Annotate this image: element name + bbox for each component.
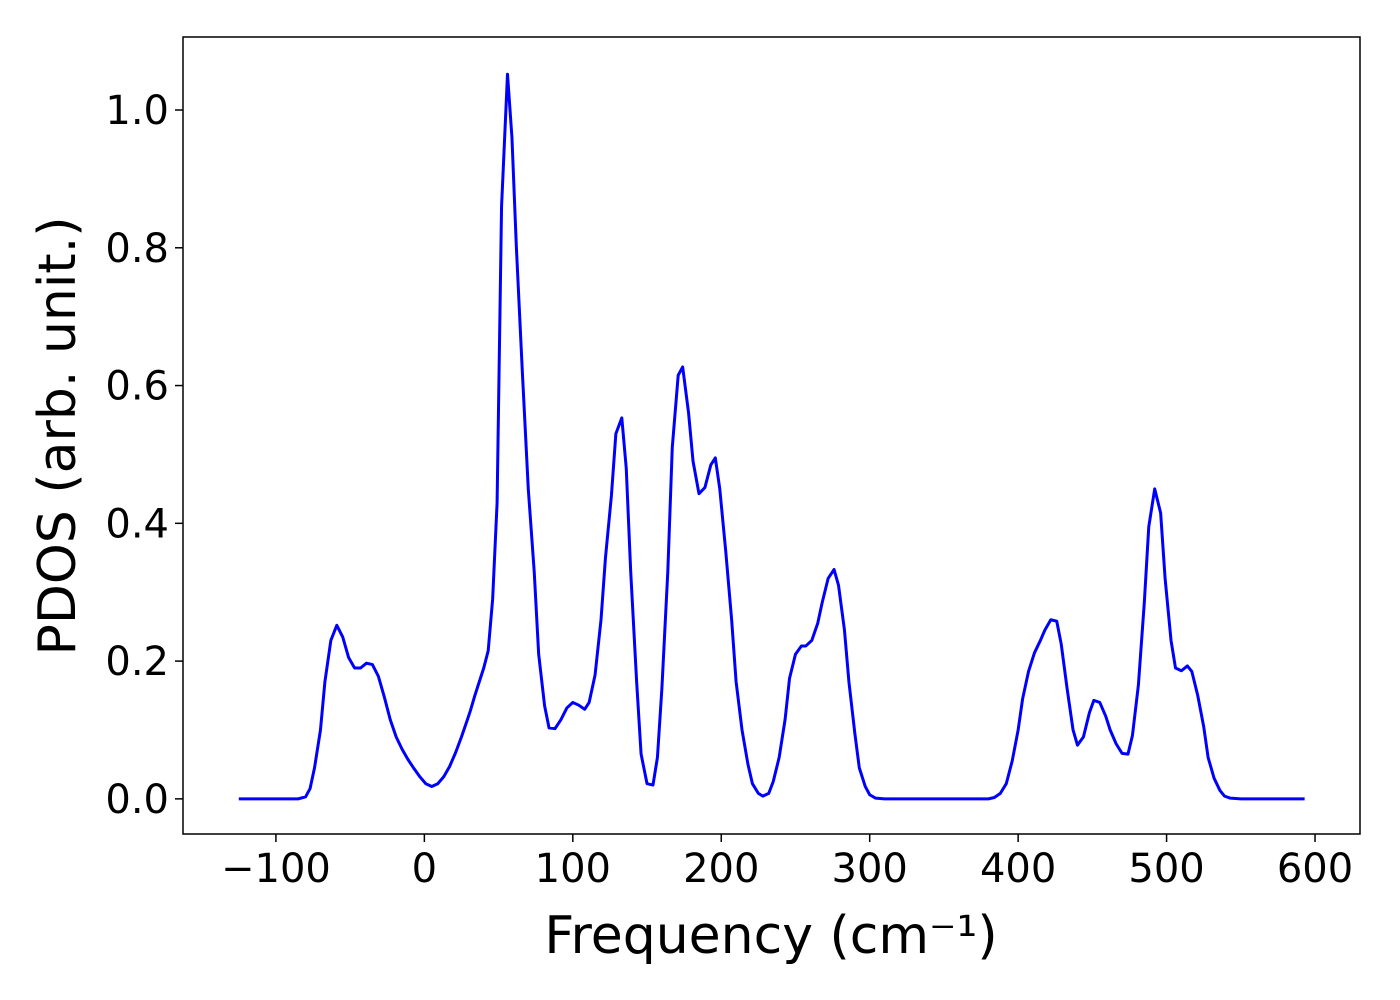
x-tick-label: 300 (832, 846, 908, 892)
x-tick-label: 400 (980, 846, 1056, 892)
x-axis-label: Frequency (cm⁻¹) (544, 906, 997, 966)
x-tick-label: 100 (535, 846, 611, 892)
y-tick-label: 0.0 (105, 777, 169, 823)
x-tick-label: 0 (412, 846, 437, 892)
y-axis-label: PDOS (arb. unit.) (28, 216, 88, 655)
y-tick-label: 1.0 (105, 88, 169, 134)
x-tick-label: 200 (683, 846, 759, 892)
plot-frame (182, 36, 1361, 835)
pdos-line (238, 72, 1305, 801)
y-tick-label: 0.8 (105, 226, 169, 272)
x-tick-label: 500 (1128, 846, 1204, 892)
y-tick-label: 0.2 (105, 639, 169, 685)
y-tick-label: 0.6 (105, 364, 169, 410)
x-tick-label: −100 (221, 846, 331, 892)
x-tick-label: 600 (1277, 846, 1353, 892)
y-tick-label: 0.4 (105, 501, 169, 547)
